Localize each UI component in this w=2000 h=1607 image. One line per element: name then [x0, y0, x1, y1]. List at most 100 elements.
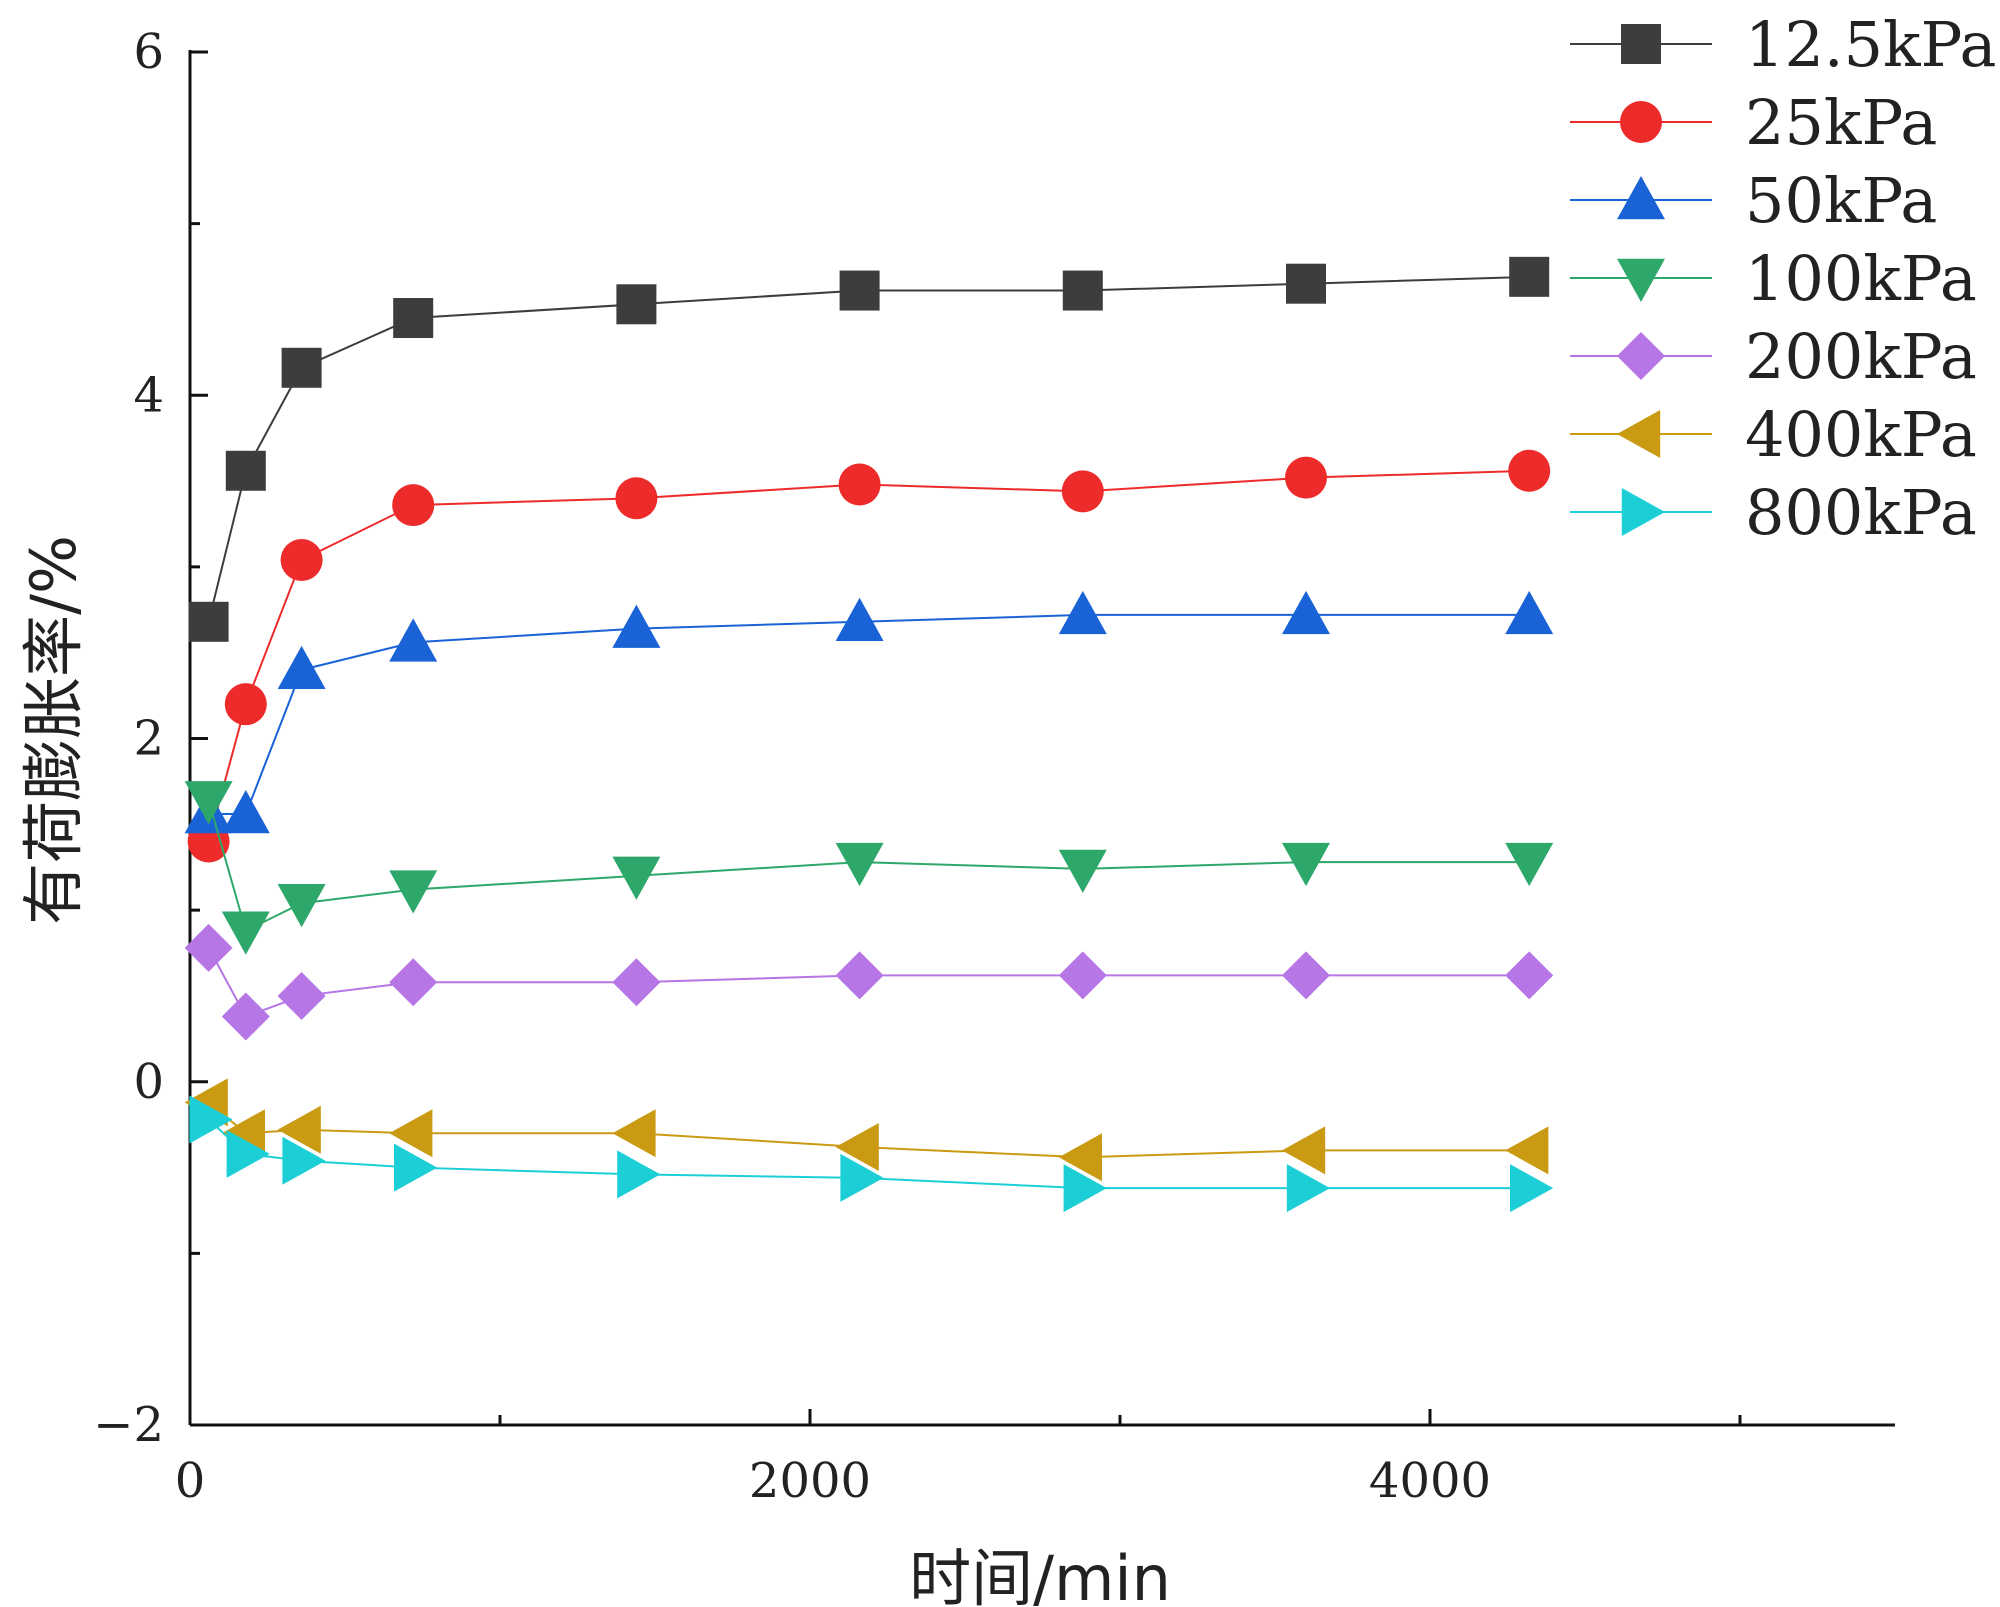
data-point-200kpa: [184, 923, 233, 972]
legend-item-12-5kpa: 12.5kPa: [1570, 8, 1997, 81]
data-point-400kpa: [835, 1122, 879, 1171]
data-point-100kpa: [184, 781, 233, 825]
legend-marker: [1617, 332, 1665, 380]
series-12-5kpa: [188, 256, 1550, 642]
data-point-12-5kpa: [393, 298, 434, 339]
y-tick-label: 2: [133, 711, 164, 767]
series-800kpa: [189, 1095, 1554, 1213]
data-point-12-5kpa: [281, 347, 322, 388]
data-point-25kpa: [1508, 449, 1551, 492]
data-point-100kpa: [835, 842, 884, 887]
data-point-400kpa: [612, 1109, 656, 1158]
data-point-50kpa: [1058, 590, 1107, 635]
data-point-12-5kpa: [1509, 256, 1550, 297]
data-point-200kpa: [389, 958, 438, 1007]
legend-label: 100kPa: [1745, 242, 1977, 315]
legend-marker: [1621, 488, 1665, 536]
y-tick-label: 6: [133, 24, 164, 80]
data-point-50kpa: [612, 604, 661, 648]
legend: 12.5kPa25kPa50kPa100kPa200kPa400kPa800kP…: [1570, 8, 1997, 549]
data-point-12-5kpa: [839, 270, 880, 311]
data-point-200kpa: [1505, 951, 1554, 1000]
data-point-50kpa: [221, 790, 270, 834]
data-point-25kpa: [392, 484, 435, 527]
data-point-100kpa: [221, 911, 270, 955]
data-point-800kpa: [1510, 1164, 1554, 1213]
data-point-100kpa: [389, 870, 438, 914]
series-200kpa: [184, 923, 1554, 1041]
series-group: [184, 256, 1554, 1213]
x-tick-label: 0: [175, 1453, 206, 1509]
data-point-800kpa: [394, 1143, 438, 1192]
y-axis-title: 有荷膨胀率/%: [17, 535, 90, 925]
data-point-50kpa: [1282, 590, 1330, 635]
data-point-400kpa: [1282, 1126, 1326, 1175]
legend-item-50kpa: 50kPa: [1570, 164, 1937, 237]
legend-label: 800kPa: [1745, 476, 1977, 549]
legend-marker: [1620, 101, 1662, 143]
data-point-12-5kpa: [188, 601, 229, 642]
data-point-200kpa: [277, 971, 326, 1020]
legend-label: 12.5kPa: [1745, 8, 1997, 81]
data-point-800kpa: [1286, 1164, 1330, 1213]
legend-marker: [1617, 410, 1661, 458]
data-point-25kpa: [224, 683, 267, 726]
data-point-12-5kpa: [225, 450, 266, 491]
data-point-400kpa: [1058, 1133, 1102, 1182]
data-point-50kpa: [1505, 590, 1554, 635]
legend-label: 200kPa: [1745, 320, 1977, 393]
legend-item-400kpa: 400kPa: [1570, 398, 1977, 471]
data-point-25kpa: [615, 477, 658, 520]
x-tick-label: 4000: [1369, 1453, 1491, 1509]
legend-item-200kpa: 200kPa: [1570, 320, 1977, 393]
legend-marker: [1617, 176, 1665, 220]
legend-item-800kpa: 800kPa: [1570, 476, 1977, 549]
data-point-800kpa: [840, 1153, 884, 1202]
data-point-12-5kpa: [1286, 263, 1326, 304]
data-point-200kpa: [1058, 951, 1107, 1000]
data-point-100kpa: [612, 856, 661, 900]
data-point-50kpa: [277, 645, 326, 690]
data-point-800kpa: [189, 1095, 233, 1144]
data-point-50kpa: [389, 618, 438, 662]
y-tick-label: 4: [133, 367, 164, 423]
data-point-25kpa: [838, 463, 881, 506]
data-point-400kpa: [389, 1109, 433, 1158]
data-point-200kpa: [835, 951, 884, 1000]
legend-marker: [1617, 258, 1665, 302]
data-point-800kpa: [282, 1136, 326, 1185]
legend-item-100kpa: 100kPa: [1570, 242, 1977, 315]
y-tick-label: −2: [93, 1397, 164, 1453]
data-point-400kpa: [277, 1105, 321, 1154]
data-point-25kpa: [1061, 470, 1104, 513]
data-point-800kpa: [226, 1129, 270, 1178]
data-point-200kpa: [1282, 951, 1330, 1000]
data-point-50kpa: [835, 597, 884, 641]
legend-marker: [1621, 24, 1661, 64]
series-100kpa: [184, 781, 1554, 955]
data-point-100kpa: [277, 884, 326, 928]
data-point-100kpa: [1505, 842, 1554, 887]
data-point-800kpa: [1063, 1164, 1107, 1213]
legend-item-25kpa: 25kPa: [1570, 86, 1937, 159]
data-point-400kpa: [1505, 1126, 1549, 1175]
legend-label: 50kPa: [1745, 164, 1937, 237]
data-point-25kpa: [280, 539, 323, 582]
data-point-25kpa: [1285, 456, 1327, 499]
data-point-200kpa: [221, 992, 270, 1041]
data-point-800kpa: [617, 1150, 661, 1199]
data-point-12-5kpa: [616, 284, 657, 325]
legend-label: 400kPa: [1745, 398, 1977, 471]
data-point-100kpa: [1282, 842, 1330, 887]
data-point-100kpa: [1058, 849, 1107, 893]
y-tick-label: 0: [133, 1054, 164, 1110]
x-tick-label: 2000: [749, 1453, 871, 1509]
series-50kpa: [184, 590, 1554, 834]
x-axis-title: 时间/min: [909, 1542, 1171, 1607]
series-25kpa: [187, 449, 1551, 863]
data-point-12-5kpa: [1062, 270, 1103, 311]
legend-label: 25kPa: [1745, 86, 1937, 159]
data-point-200kpa: [612, 958, 661, 1007]
